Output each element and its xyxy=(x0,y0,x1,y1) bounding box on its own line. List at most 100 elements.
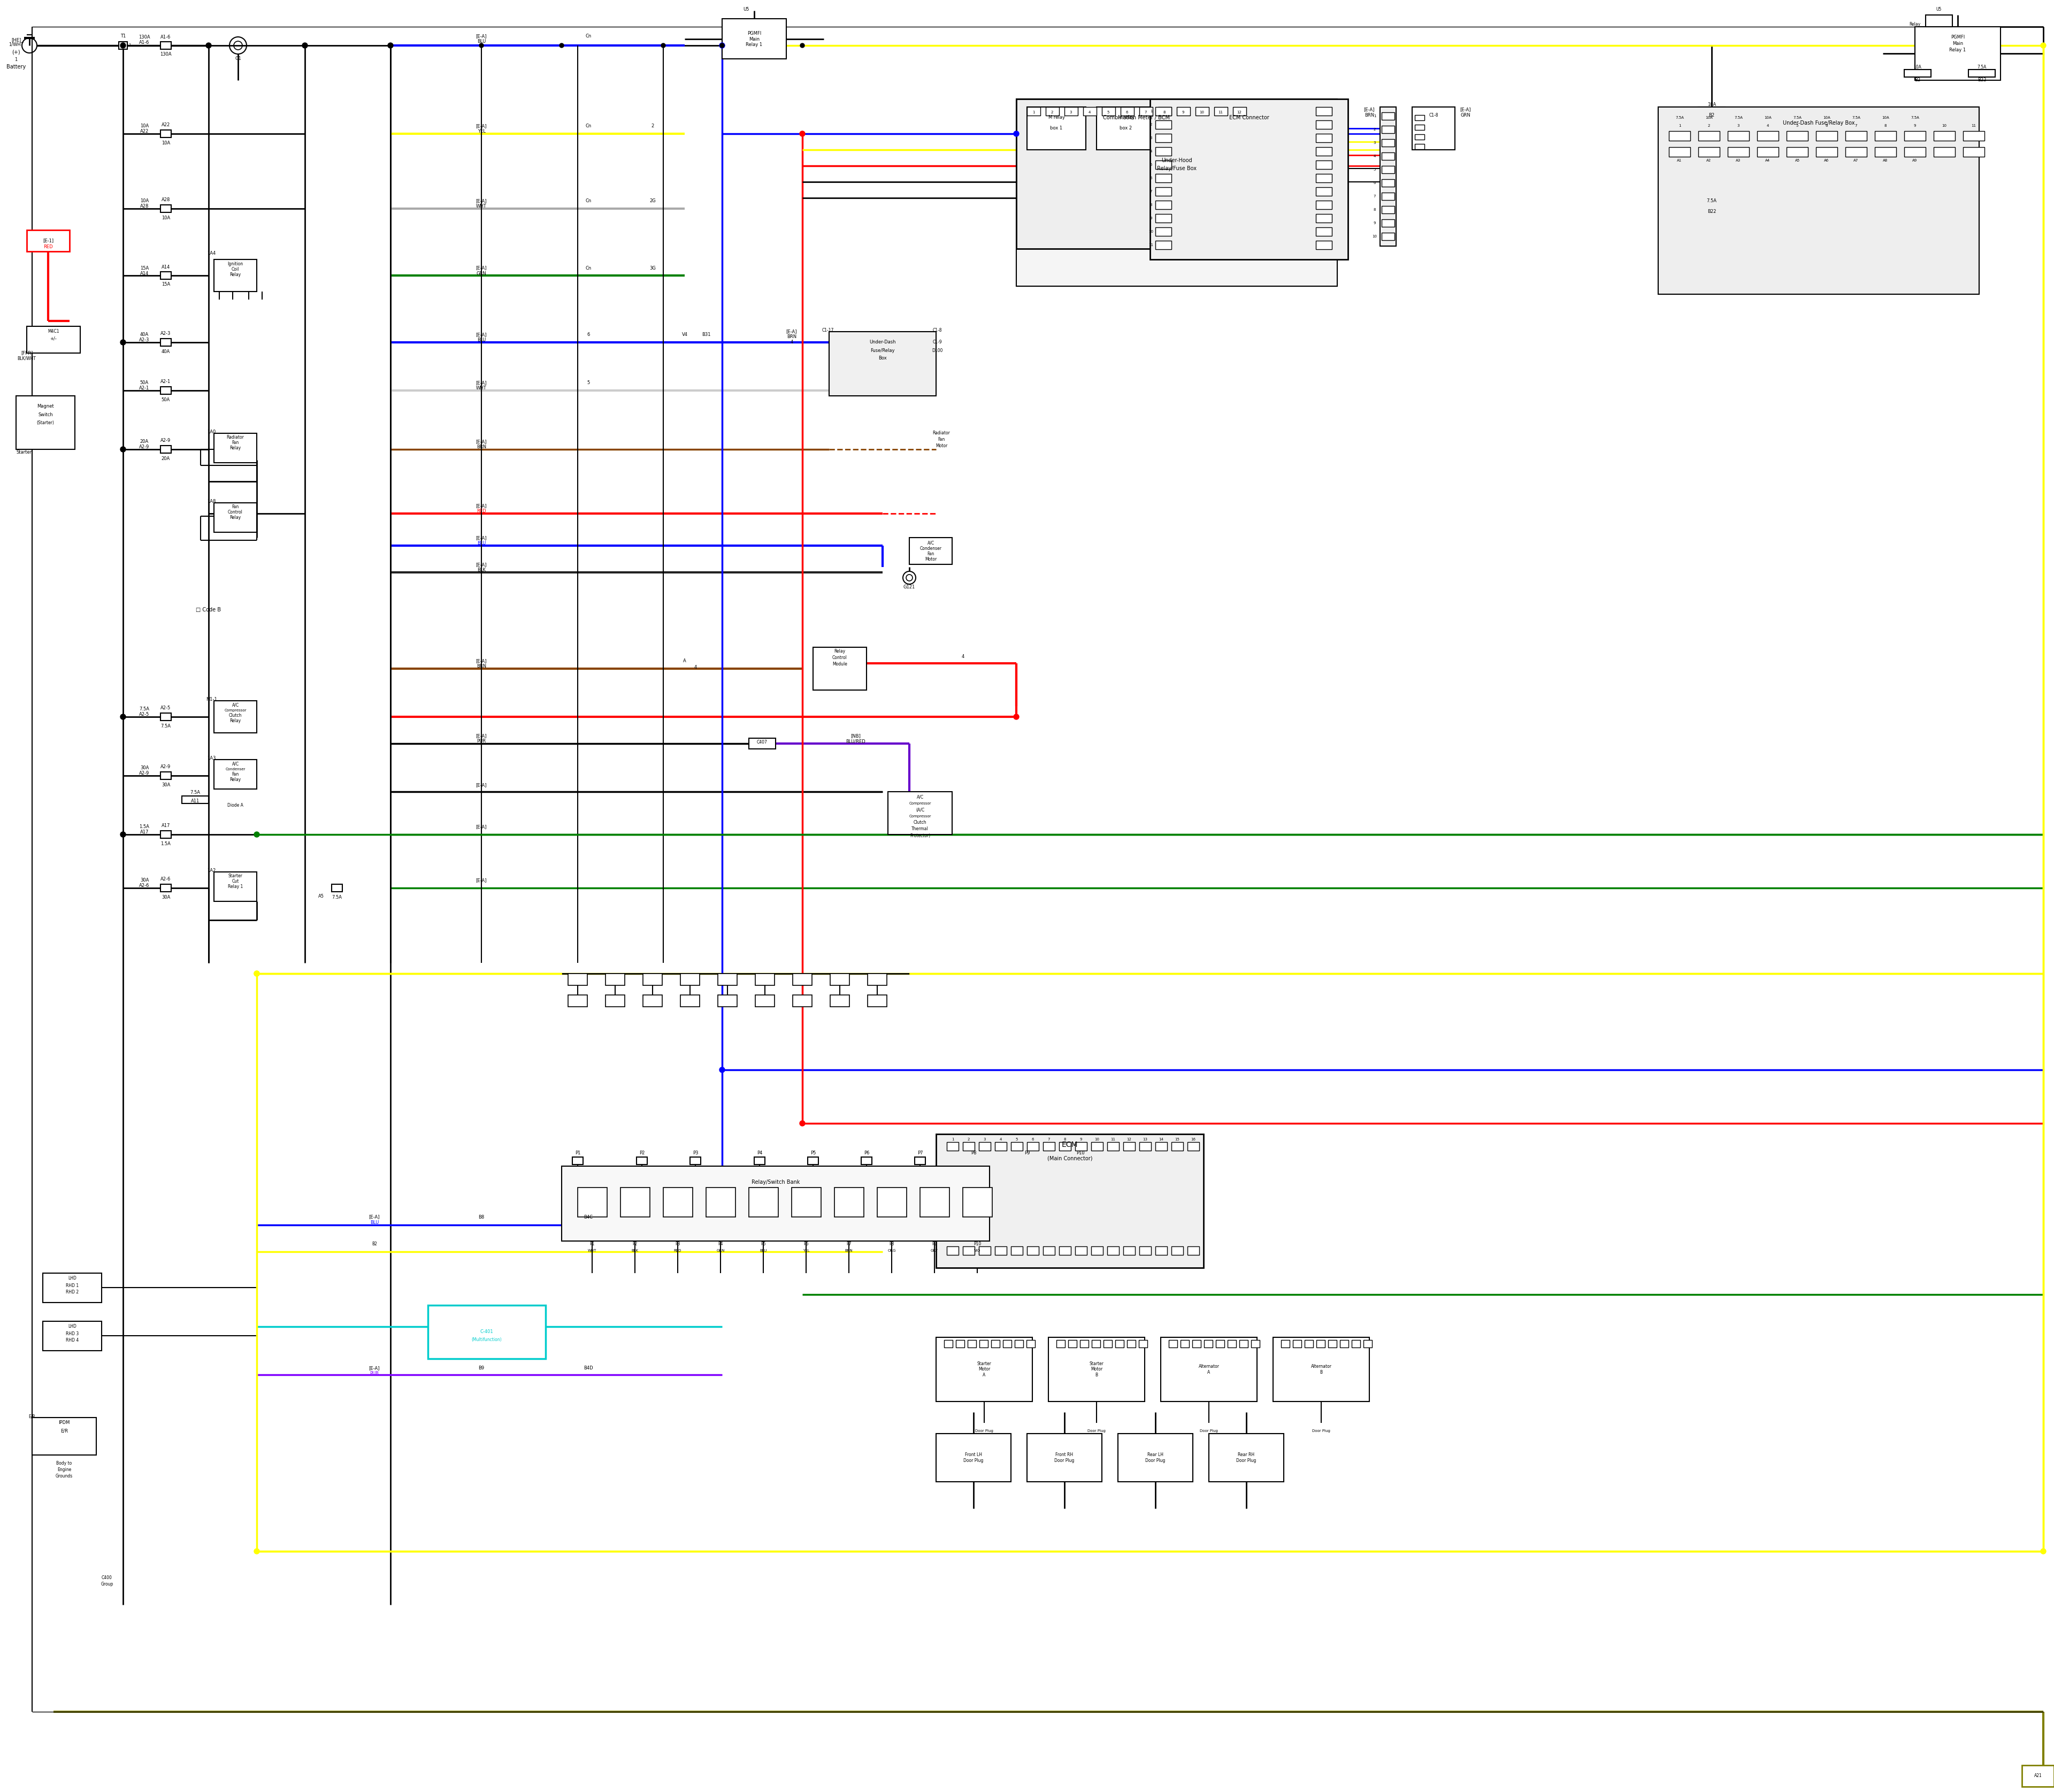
Text: BLU: BLU xyxy=(477,39,485,43)
Bar xyxy=(214,760,257,788)
Text: [E-1]: [E-1] xyxy=(43,238,53,244)
Bar xyxy=(1317,240,1331,249)
Text: P8: P8 xyxy=(972,1150,976,1156)
Bar xyxy=(1382,179,1395,186)
Bar xyxy=(160,131,170,138)
Text: 8: 8 xyxy=(1150,202,1152,206)
Text: 9: 9 xyxy=(1914,124,1916,127)
Text: Battery: Battery xyxy=(6,65,27,70)
Bar xyxy=(1140,1247,1150,1254)
Text: Cn: Cn xyxy=(585,265,592,271)
Bar xyxy=(1103,1340,1111,1348)
Bar xyxy=(1668,131,1690,142)
Bar xyxy=(1154,174,1171,183)
Text: 3G: 3G xyxy=(649,265,655,271)
Circle shape xyxy=(205,43,212,48)
Bar xyxy=(620,1188,649,1217)
Text: 6: 6 xyxy=(1126,111,1128,115)
Bar xyxy=(1043,1247,1056,1254)
Text: 7.5A: 7.5A xyxy=(191,790,201,796)
Text: C-401: C-401 xyxy=(481,1330,493,1335)
Text: Rear RH
Door Plug: Rear RH Door Plug xyxy=(1237,1453,1257,1462)
Text: Motor: Motor xyxy=(935,444,947,448)
Text: 8: 8 xyxy=(1064,1138,1066,1142)
Bar xyxy=(834,1188,865,1217)
Text: BRN: BRN xyxy=(844,1249,852,1253)
Bar xyxy=(27,326,80,353)
Text: 9: 9 xyxy=(1374,222,1376,224)
Bar xyxy=(1875,131,1896,142)
Bar xyxy=(1027,108,1087,151)
Circle shape xyxy=(1013,131,1019,136)
Bar xyxy=(1154,213,1171,222)
Circle shape xyxy=(479,43,483,48)
Text: 12: 12 xyxy=(1237,111,1243,115)
Circle shape xyxy=(207,43,212,48)
Bar xyxy=(663,1188,692,1217)
Text: 5: 5 xyxy=(1015,1138,1019,1142)
Bar xyxy=(1068,1340,1076,1348)
Text: P3: P3 xyxy=(692,1150,698,1156)
Text: 1.5A: 1.5A xyxy=(160,840,170,846)
Text: Box: Box xyxy=(879,357,887,360)
Text: E/R: E/R xyxy=(29,1414,35,1419)
Text: 7.5A: 7.5A xyxy=(1676,116,1684,120)
Text: 4: 4 xyxy=(1089,111,1091,115)
Text: Compressor: Compressor xyxy=(910,801,930,805)
Circle shape xyxy=(255,971,259,977)
Text: 10: 10 xyxy=(1941,124,1947,127)
Text: 1: 1 xyxy=(127,43,131,47)
Bar xyxy=(567,1177,587,1193)
Text: box 2: box 2 xyxy=(1119,125,1132,131)
Text: A: A xyxy=(684,659,686,663)
Text: P9: P9 xyxy=(1025,1150,1029,1156)
Bar xyxy=(1232,108,1247,115)
Bar xyxy=(1251,1340,1259,1348)
Bar xyxy=(1154,228,1171,237)
Text: 7.5A: 7.5A xyxy=(160,724,170,728)
Circle shape xyxy=(388,43,392,48)
Circle shape xyxy=(121,715,125,719)
Bar xyxy=(1658,108,1980,294)
Bar xyxy=(331,883,343,892)
Bar xyxy=(1727,147,1750,156)
Bar xyxy=(1214,108,1228,115)
Text: BLK: BLK xyxy=(477,568,485,573)
Text: Fan: Fan xyxy=(232,441,238,446)
Text: A6: A6 xyxy=(1824,159,1830,161)
Bar xyxy=(1093,1340,1101,1348)
Text: [E-A]: [E-A] xyxy=(477,563,487,568)
Text: 10A: 10A xyxy=(140,124,148,129)
Bar xyxy=(1756,147,1779,156)
Text: Ignition: Ignition xyxy=(228,262,242,267)
Text: 7: 7 xyxy=(1374,195,1376,197)
Bar xyxy=(43,1321,101,1351)
Bar xyxy=(1056,1340,1064,1348)
Text: PUR: PUR xyxy=(370,1371,380,1376)
Bar xyxy=(1317,201,1331,210)
Text: P10: P10 xyxy=(974,1242,982,1245)
Bar xyxy=(1154,120,1171,129)
Text: A/C: A/C xyxy=(926,541,935,545)
Bar xyxy=(1787,131,1808,142)
Text: 1: 1 xyxy=(951,1138,953,1142)
Bar xyxy=(606,973,624,986)
Bar xyxy=(119,41,127,48)
Bar xyxy=(1292,1340,1302,1348)
Text: Thermal: Thermal xyxy=(912,826,928,831)
Bar xyxy=(1017,99,1337,287)
Text: GRN: GRN xyxy=(1460,113,1471,118)
Bar xyxy=(33,1417,97,1455)
Text: WHT: WHT xyxy=(587,1249,596,1253)
Bar xyxy=(1011,1142,1023,1150)
Bar xyxy=(857,1177,877,1193)
Text: 5: 5 xyxy=(587,380,589,385)
Text: P6: P6 xyxy=(865,1150,869,1156)
Bar xyxy=(1699,131,1719,142)
Text: 50A: 50A xyxy=(162,398,170,401)
Text: Under-Dash: Under-Dash xyxy=(869,340,896,344)
Text: A2-5: A2-5 xyxy=(160,706,170,711)
Text: 2: 2 xyxy=(1374,127,1376,131)
Bar xyxy=(947,1247,959,1254)
Text: 4: 4 xyxy=(791,340,793,344)
